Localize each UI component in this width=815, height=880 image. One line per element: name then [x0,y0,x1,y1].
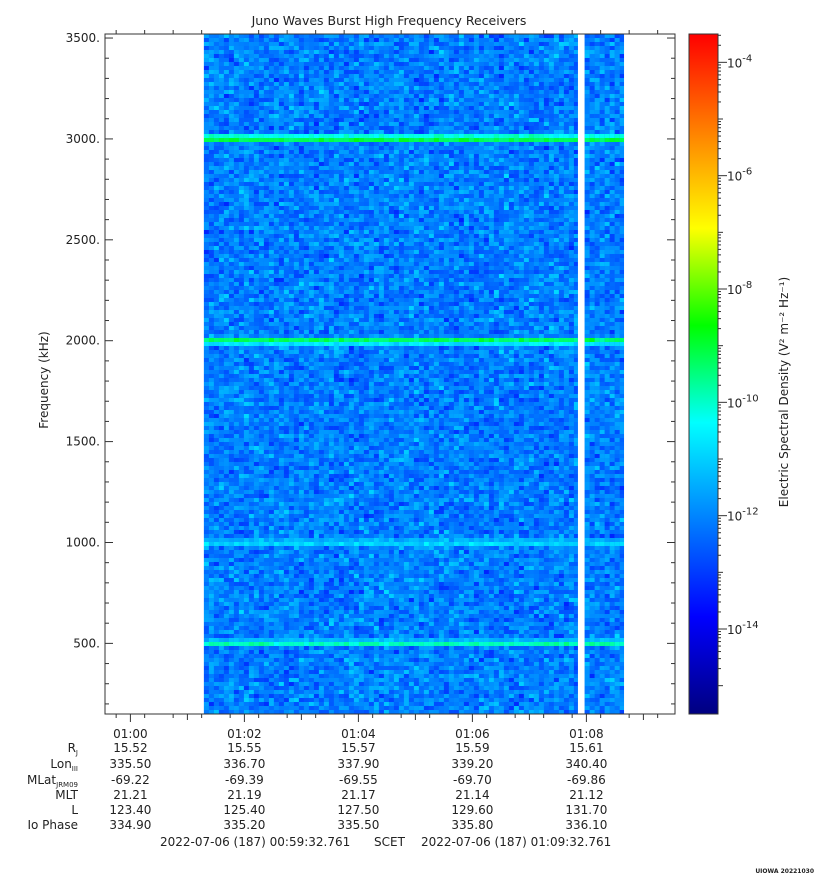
y-axis-label: Frequency (kHz) [37,331,51,428]
ephemeris-cell: 21.17 [341,788,375,802]
plot-frame [104,33,676,715]
x-tick-label: 01:02 [227,727,262,741]
ephemeris-cell: 127.50 [337,803,379,817]
ephemeris-cell: -69.22 [111,773,150,787]
ephemeris-cell: 15.52 [113,741,147,755]
chart-title: Juno Waves Burst High Frequency Receiver… [251,13,527,28]
ephemeris-cell: 15.55 [227,741,261,755]
ephemeris-cell: 123.40 [109,803,151,817]
ephemeris-cell: 335.50 [337,818,379,832]
ephemeris-cell: 125.40 [223,803,265,817]
ephemeris-cell: 15.59 [455,741,489,755]
y-tick-label: 500. [73,636,100,650]
y-tick-label: 2500. [66,233,100,247]
ephemeris-cell: 335.20 [223,818,265,832]
heatmap-layer [203,34,625,714]
ephemeris-cell: -69.39 [225,773,264,787]
ephemeris-row-label: MLT [55,788,78,802]
ephemeris-cell: 334.90 [109,818,151,832]
colorbar-tick-label: 10-8 [727,280,752,297]
ephemeris-cell: 15.61 [569,741,603,755]
ephemeris-cell: 335.50 [109,757,151,771]
heatmap-cells-2 [584,34,625,714]
time-range-end: 2022-07-06 (187) 01:09:32.761 [421,835,611,849]
ephemeris-row-label: Io Phase [27,818,78,832]
colorbar-tick-label: 10-6 [727,167,752,184]
ephemeris-cell: 340.40 [565,757,607,771]
x-tick-label: 01:08 [569,727,604,741]
ephemeris-table: RJ 15.52 15.55 15.57 15.59 15.61 LonIII 335.50 3… [27,741,607,832]
colorbar-scale [688,33,719,715]
ephemeris-row-label: RJ [68,741,78,757]
y-tick-label: 2000. [66,334,100,348]
x-tick-label: 01:00 [113,727,148,741]
colorbar-tick-label: 10-4 [727,53,752,70]
ephemeris-row-label: LonIII [50,757,78,773]
time-range-start: 2022-07-06 (187) 00:59:32.761 [160,835,350,849]
colorbar-tick-label: 10-14 [727,620,759,637]
ephemeris-cell: 336.10 [565,818,607,832]
colorbar-label: Electric Spectral Density (V² m⁻² Hz⁻¹) [777,277,791,507]
ephemeris-cell: 337.90 [337,757,379,771]
ephemeris-cell: 15.57 [341,741,375,755]
ephemeris-cell: 21.21 [113,788,147,802]
heatmap-cells-1 [203,34,578,714]
colorbar-tick-label: 10-10 [727,393,759,410]
ephemeris-cell: -69.70 [453,773,492,787]
footer-stamp: UIOWA 20221030 [755,868,814,875]
ephemeris-row-label: MLatJRM09 [27,773,78,789]
ephemeris-cell: 339.20 [451,757,493,771]
colorbar: 10-4 10-6 10-8 10-10 10-12 10-14 [688,33,759,715]
y-tick-label: 3500. [66,31,100,45]
x-tick-label: 01:04 [341,727,376,741]
ephemeris-cell: 21.19 [227,788,261,802]
ephemeris-cell: 21.12 [569,788,603,802]
ephemeris-cell: 336.70 [223,757,265,771]
y-tick-label: 3000. [66,132,100,146]
colorbar-tick-label: 10-12 [727,507,759,524]
y-tick-label: 1000. [66,535,100,549]
x-tick-label: 01:06 [455,727,490,741]
ephemeris-cell: -69.86 [567,773,606,787]
ephemeris-cell: -69.55 [339,773,378,787]
time-range-label: SCET [374,835,406,849]
ephemeris-cell: 335.80 [451,818,493,832]
ephemeris-cell: 129.60 [451,803,493,817]
ephemeris-row-label: L [71,803,78,817]
y-axis: 500. 1000. 1500. 2000. 2500. 3000. 3500. [66,31,675,705]
ephemeris-cell: 131.70 [565,803,607,817]
x-axis: 01:00 01:02 01:04 01:06 01:08 [113,30,659,741]
y-tick-label: 1500. [66,435,100,449]
ephemeris-cell: 21.14 [455,788,489,802]
plot-area [104,33,676,715]
